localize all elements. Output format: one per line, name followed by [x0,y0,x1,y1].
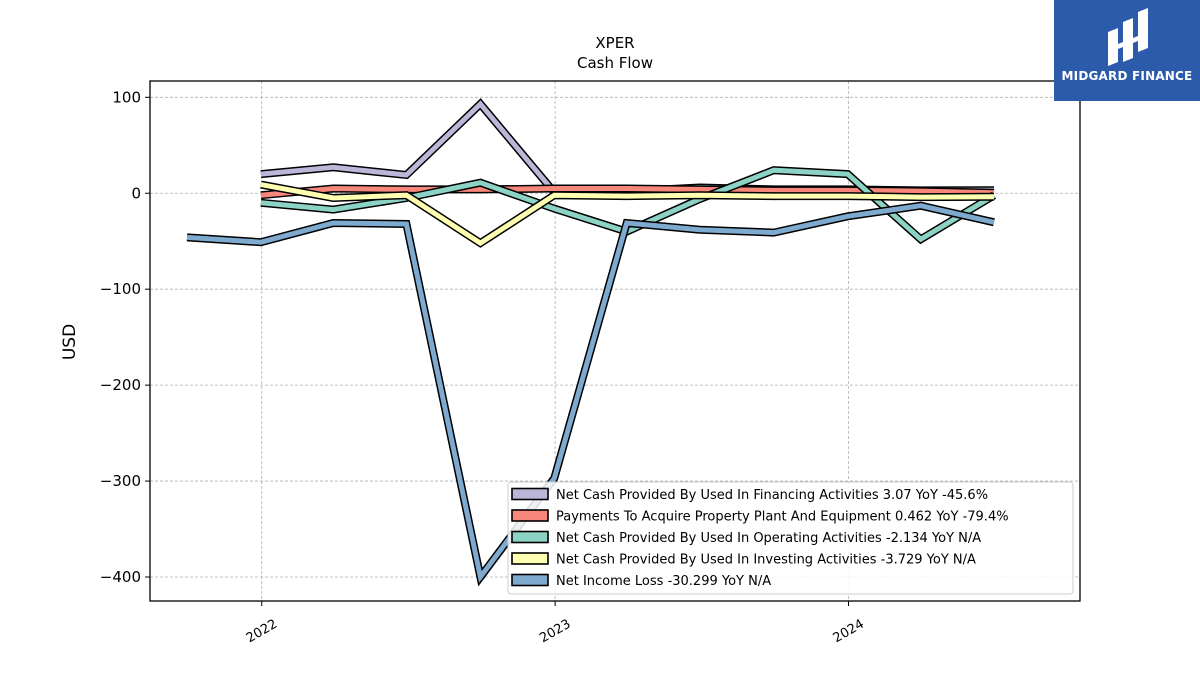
y-axis-label: USD [60,324,80,360]
legend-swatch [511,509,549,522]
chart-subtitle: Cash Flow [577,54,653,72]
legend-label: Payments To Acquire Property Plant And E… [556,510,1009,525]
midgard-logo-icon [1108,8,1148,66]
series-group [260,98,995,197]
series-line [260,100,995,195]
series-group [260,180,995,248]
y-tick-label: −300 [100,472,141,490]
y-tick-label: −100 [100,280,141,298]
chart-title: XPER [595,34,634,52]
y-tick-label: −400 [100,568,141,586]
legend-swatch [511,487,549,501]
series-group [186,201,995,587]
logo-text: MIDGARD FINANCE [1061,69,1193,83]
series-line [260,182,995,247]
legend-label: Net Cash Provided By Used In Financing A… [556,488,988,503]
legend-swatch [511,573,549,587]
x-tick-label: 2022 [244,617,280,647]
y-tick-label: −200 [100,376,141,394]
legend-label: Net Cash Provided By Used In Investing A… [556,553,976,568]
legend-label: Net Income Loss -30.299 YoY N/A [556,574,771,589]
midgard-finance-logo: MIDGARD FINANCE [1054,0,1200,101]
series-line [186,203,995,583]
legend: Net Cash Provided By Used In Financing A… [507,481,1074,595]
legend-frame [507,481,1074,595]
legend-swatch [511,530,549,544]
plot-frame [149,80,1081,602]
series-outline [260,98,995,197]
x-tick-label: 2023 [537,617,573,647]
x-tick-label: 2024 [831,617,867,647]
y-tick-label: 100 [112,88,141,106]
legend-swatch [511,552,549,565]
legend-label: Net Cash Provided By Used In Operating A… [556,531,981,546]
y-tick-label: 0 [131,184,141,202]
series-lines [186,98,997,587]
